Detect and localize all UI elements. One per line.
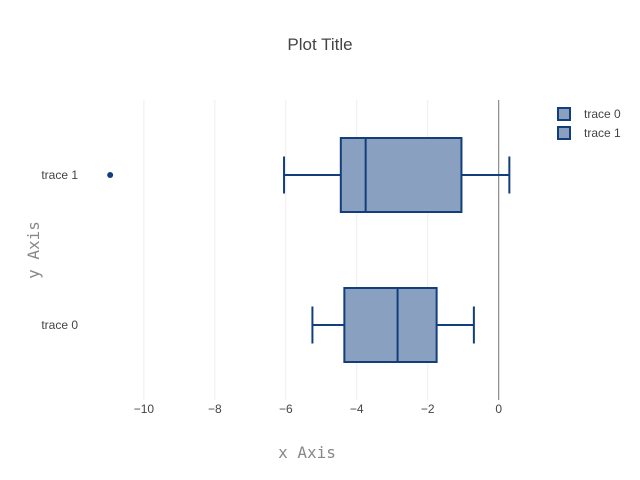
legend-swatch <box>557 126 571 140</box>
x-tick-label: −4 <box>350 402 364 416</box>
box-trace <box>107 137 511 213</box>
outlier-point <box>107 172 114 178</box>
legend-item: trace 0 <box>557 107 621 121</box>
x-tick-label: −6 <box>279 402 293 416</box>
y-category-labels: trace 0 trace 1 <box>41 168 78 332</box>
legend-label: trace 0 <box>584 107 621 121</box>
box-trace <box>311 287 475 363</box>
y-axis-label: y Axis <box>24 221 43 279</box>
legend: trace 0 trace 1 <box>557 107 621 140</box>
x-tick-label: −2 <box>421 402 435 416</box>
chart-title: Plot Title <box>287 35 352 54</box>
y-category-label: trace 1 <box>41 168 78 182</box>
y-category-label: trace 0 <box>41 318 78 332</box>
x-tick-labels: −10 −8 −6 −4 −2 0 <box>134 402 503 416</box>
x-tick-label: −8 <box>208 402 222 416</box>
plot-area <box>107 137 511 363</box>
x-tick-label: −10 <box>134 402 155 416</box>
iqr-box <box>339 137 463 213</box>
legend-item: trace 1 <box>557 126 621 140</box>
iqr-box <box>343 287 438 363</box>
x-tick-label: 0 <box>495 402 502 416</box>
legend-swatch <box>557 107 571 121</box>
x-axis-label: x Axis <box>278 443 336 462</box>
legend-label: trace 1 <box>584 126 621 140</box>
